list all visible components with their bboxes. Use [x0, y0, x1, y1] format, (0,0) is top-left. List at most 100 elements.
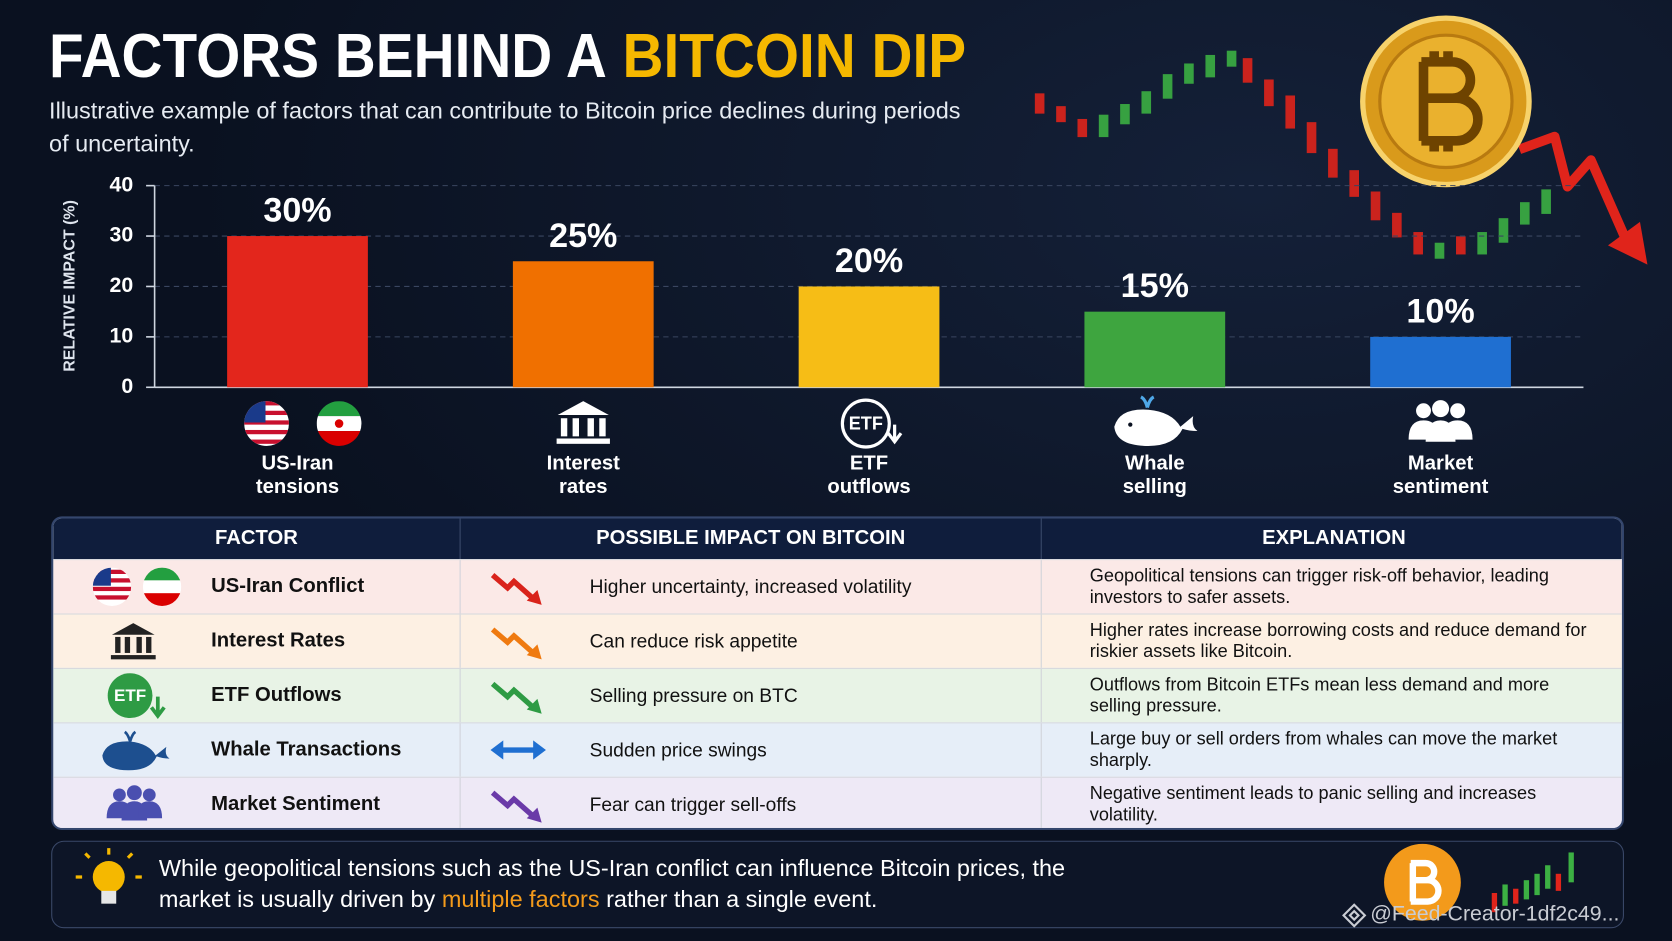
decor-arrowhead [1607, 221, 1648, 265]
cell: Sudden price swings [461, 723, 1042, 777]
bar [227, 236, 368, 388]
table-header: FACTOR POSSIBLE IMPACT ON BITCOIN EXPLAN… [53, 518, 1622, 560]
down-arrow [490, 573, 542, 605]
note-highlight: multiple factors [441, 885, 600, 913]
title-main: FACTORS BEHIND A [49, 22, 607, 91]
cell: Geopolitical tensions can trigger risk-o… [1042, 560, 1622, 613]
table-row: ETF ETF Outflows Selling pressure on BTC… [53, 667, 1622, 723]
value-label: 20% [835, 242, 903, 280]
y-tick-label: 40 [110, 172, 134, 196]
impact-text: Selling pressure on BTC [589, 684, 798, 707]
subtitle: Illustrative example of factors that can… [49, 97, 961, 157]
y-tick-label: 30 [110, 223, 134, 247]
header-cell: FACTOR [53, 518, 461, 560]
x-tick-label: Whale selling [1122, 452, 1187, 499]
impact-text: Can reduce risk appetite [589, 630, 798, 652]
cell: Market Sentiment [53, 777, 461, 828]
explanation: Geopolitical tensions can trigger risk-o… [1089, 565, 1549, 608]
cell: Large buy or sell orders from whales can… [1042, 723, 1622, 776]
decor-arrow [1517, 131, 1631, 242]
bar [512, 261, 654, 388]
bar [1084, 311, 1226, 388]
factor-name: US-Iran Conflict [211, 575, 365, 598]
bank-icon [110, 623, 156, 660]
etf-icon: ETF [840, 398, 903, 449]
bulb-icon [75, 848, 142, 904]
y-axis-label: RELATIVE IMPACT (%) [62, 200, 79, 372]
explanation: Higher rates increase borrowing costs an… [1089, 619, 1587, 662]
y-tick-label: 10 [110, 324, 134, 348]
cell: US-Iran Conflict [53, 560, 461, 614]
value-label: 25% [549, 217, 617, 255]
down-arrow [490, 681, 542, 714]
note-text: While geopolitical tensions such as the … [159, 852, 1119, 914]
whale-icon [1114, 395, 1198, 446]
whale-icon [102, 730, 170, 771]
factor-name: Interest Rates [211, 629, 346, 652]
cell: ETF ETF Outflows [53, 668, 461, 723]
table-row: US-Iran Conflict Higher uncertainty, inc… [53, 559, 1622, 614]
x-tick-label: Interest rates [546, 452, 620, 499]
cell: Higher rates increase borrowing costs an… [1042, 615, 1622, 668]
y-tick-label: 20 [110, 273, 134, 297]
people-icon [106, 785, 163, 821]
x-tick-label: Market sentiment [1392, 452, 1489, 499]
watermark: @Feed-Creator-1df2c49... [1370, 902, 1620, 927]
explanation: Outflows from Bitcoin ETFs mean less dem… [1089, 674, 1550, 716]
value-label: 10% [1406, 292, 1474, 330]
cell: Whale Transactions [53, 723, 461, 777]
cell: Can reduce risk appetite [461, 614, 1042, 668]
etf-icon: ETF [107, 673, 166, 720]
factor-table: FACTOR POSSIBLE IMPACT ON BITCOIN EXPLAN… [51, 516, 1624, 831]
people-icon [1408, 400, 1473, 442]
cell: Outflows from Bitcoin ETFs mean less dem… [1042, 669, 1622, 722]
header-cell: EXPLANATION [1262, 527, 1406, 550]
header-cell: POSSIBLE IMPACT ON BITCOIN [461, 518, 1042, 560]
bar [1370, 336, 1511, 388]
impact-text: Sudden price swings [589, 739, 767, 761]
table-row: Whale Transactions Sudden price swings L… [53, 722, 1622, 777]
factor-name: Whale Transactions [211, 738, 402, 761]
footer-bitcoin [1384, 843, 1574, 921]
cell: Selling pressure on BTC [461, 668, 1042, 723]
cell: Fear can trigger sell-offs [461, 777, 1042, 828]
down-arrow [490, 627, 542, 660]
page-title: FACTORS BEHIND ABITCOIN DIP [49, 22, 966, 91]
flags-icon [92, 567, 182, 606]
value-label: 15% [1121, 267, 1189, 305]
x-tick-label: ETF outflows [827, 452, 911, 499]
bitcoin-coin [1360, 15, 1532, 188]
cell: Interest Rates [53, 614, 461, 668]
table-row: Interest Rates Can reduce risk appetite … [53, 613, 1622, 668]
double-arrow [490, 740, 546, 760]
down-arrow [490, 790, 542, 823]
impact-text: Fear can trigger sell-offs [589, 793, 797, 816]
cell: Higher uncertainty, increased volatility [461, 560, 1042, 614]
iran-flag [316, 401, 362, 446]
y-tick-label: 0 [121, 374, 133, 398]
title-highlight: BITCOIN DIP [623, 22, 967, 91]
cell: Negative sentiment leads to panic sellin… [1042, 778, 1622, 828]
category-icons: ETF [244, 395, 1473, 449]
value-label: 30% [263, 192, 331, 230]
x-tick-label: US-Iran tensions [255, 452, 340, 499]
impact-text: Higher uncertainty, increased volatility [589, 576, 912, 598]
plot-area: 0 10 20 30 40 30% 25% 20% 15% 10% [110, 172, 1584, 398]
bar [798, 286, 940, 388]
explanation: Negative sentiment leads to panic sellin… [1089, 783, 1537, 825]
note-part: rather than a single event. [606, 885, 878, 913]
explanation: Large buy or sell orders from whales can… [1089, 728, 1558, 771]
factor-name: Market Sentiment [211, 792, 381, 816]
bank-icon [556, 401, 610, 444]
note-part: While geopolitical tensions such as the … [158, 854, 1066, 913]
decor-candles [1034, 50, 1551, 259]
etf-icon-label: ETF [849, 413, 883, 433]
table-row: Market Sentiment Fear can trigger sell-o… [53, 776, 1622, 828]
watermark-icon [1342, 903, 1367, 928]
etf-icon-label: ETF [114, 686, 146, 705]
us-flag [244, 401, 289, 446]
factor-name: ETF Outflows [211, 683, 342, 707]
